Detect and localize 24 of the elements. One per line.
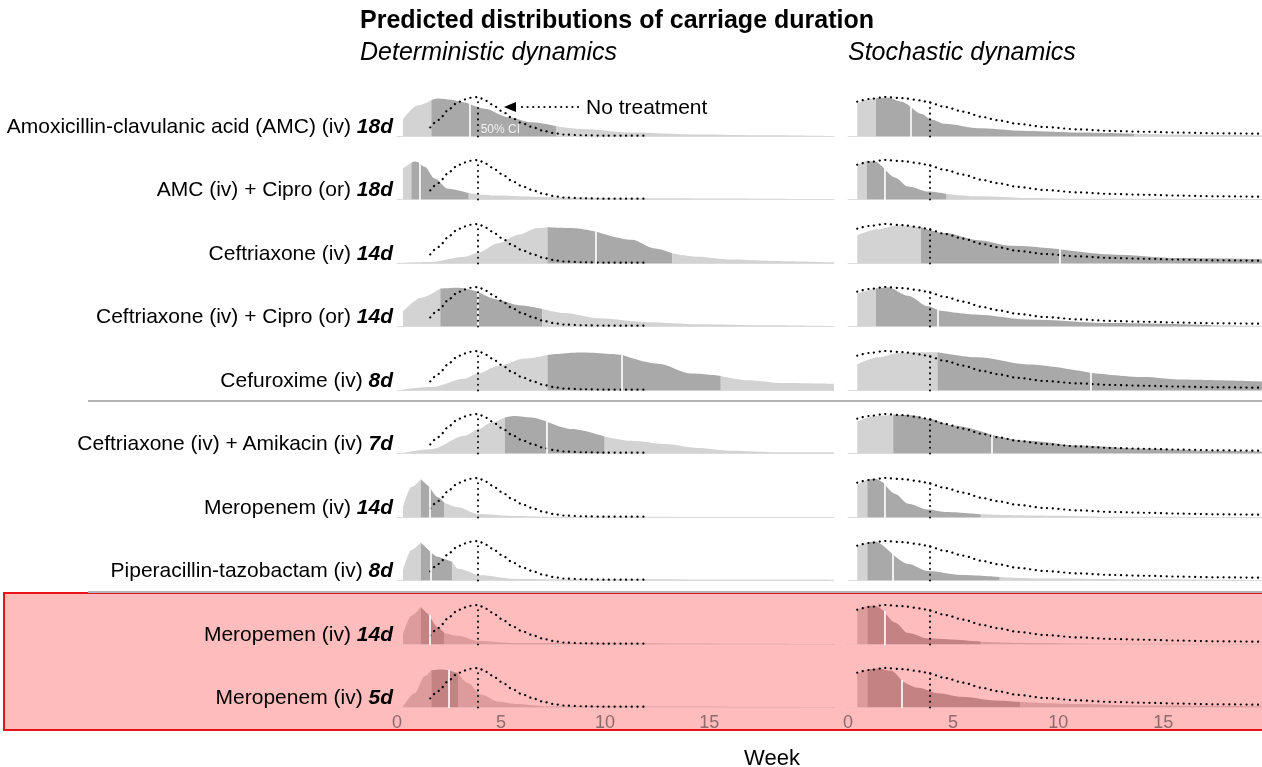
- x-tick-label: 0: [391, 711, 403, 732]
- y-axis-title: Piperacillin-tazobactam (iv) 8d: [109, 558, 393, 583]
- y-axis-title: Meropenem (iv) 5d: [214, 685, 393, 710]
- y-axis-title: Cefuroxime (iv) 8d: [219, 367, 393, 392]
- chart-subtitle: Stochastic dynamics: [848, 37, 1076, 65]
- y-axis-title: Ceftriaxone (iv) + Cipro (or) 14d: [95, 304, 393, 329]
- x-tick-label: 15: [1153, 711, 1174, 732]
- y-axis-title: Amoxicillin-clavulanic acid (AMC) (iv) 18d: [5, 113, 393, 138]
- y-axis-title: Ceftriaxone (iv) + Amikacin (iv) 7d: [76, 431, 393, 456]
- x-tick-label: 15: [699, 711, 720, 732]
- chart-title: Predicted distributions of carriage duration: [360, 5, 874, 33]
- x-tick-label: 5: [948, 711, 959, 732]
- y-axis-title: Ceftriaxone (iv) 14d: [207, 240, 393, 265]
- chart-subtitle: Deterministic dynamics: [360, 37, 618, 65]
- x-tick-label: 0: [842, 711, 854, 732]
- x-tick-label: 10: [1048, 711, 1069, 732]
- annotation: 50% CI: [480, 121, 520, 136]
- x-tick-label: 10: [595, 711, 616, 732]
- x-axis-title: Week: [743, 744, 801, 767]
- annotation: No treatment: [586, 94, 708, 120]
- y-axis-title: Meropenem (iv) 14d: [202, 494, 393, 519]
- y-axis-title: Meropemen (iv) 14d: [202, 621, 393, 646]
- y-axis-title: AMC (iv) + Cipro (or) 18d: [155, 177, 393, 202]
- x-tick-label: 5: [496, 711, 507, 732]
